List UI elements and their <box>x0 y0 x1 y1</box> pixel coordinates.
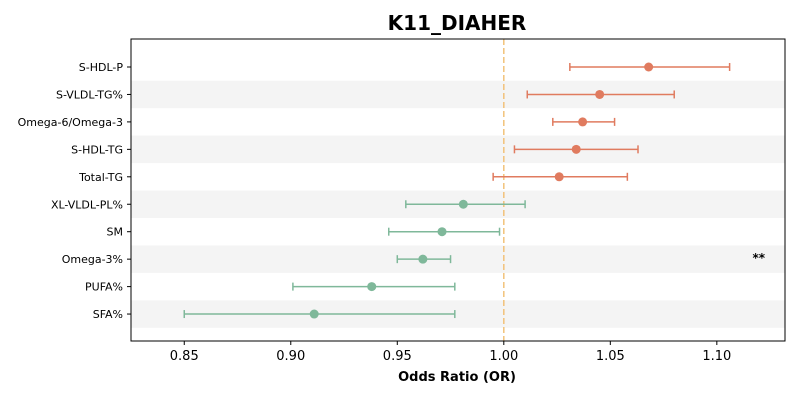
y-tick-label: Omega-3% <box>62 253 123 266</box>
y-tick-label: Omega-6/Omega-3 <box>18 116 123 129</box>
or-point <box>309 309 319 319</box>
y-axis: S-HDL-P S-VLDL-TG% Omega-6/Omega-3 S-HDL-TG… <box>18 61 131 321</box>
y-tick-label: Total-TG <box>78 171 123 184</box>
or-point <box>595 89 605 99</box>
x-tick-label: 1.00 <box>489 349 518 364</box>
significance-annotation: ** <box>752 251 765 265</box>
x-axis: 0.85 0.90 0.95 1.00 1.05 1.10 <box>170 341 731 364</box>
x-tick-label: 1.10 <box>702 349 731 364</box>
or-point <box>437 227 447 237</box>
row-band <box>131 245 785 273</box>
plot-frame <box>130 38 786 342</box>
y-tick-label: SFA% <box>93 308 123 321</box>
x-tick-label: 0.90 <box>276 349 305 364</box>
y-tick-label: S-HDL-P <box>79 61 124 74</box>
marks: ** <box>183 62 766 319</box>
x-tick-label: 1.05 <box>596 349 625 364</box>
y-tick-label: SM <box>107 226 123 239</box>
y-tick-label: XL-VLDL-PL% <box>51 198 123 211</box>
or-point <box>571 144 581 154</box>
x-tick-label: 0.85 <box>170 349 199 364</box>
y-tick-label: PUFA% <box>85 281 123 294</box>
or-point <box>418 254 428 264</box>
or-point <box>578 117 588 127</box>
y-tick-label: S-VLDL-TG% <box>56 88 123 101</box>
x-tick-label: 0.95 <box>383 349 412 364</box>
y-tick-label: S-HDL-TG <box>71 143 123 156</box>
x-axis-label: Odds Ratio (OR) <box>398 370 516 385</box>
or-point <box>367 282 377 292</box>
row-band <box>131 80 785 109</box>
row-band <box>131 135 785 164</box>
chart-title: K11_DIAHER <box>388 11 527 35</box>
or-point <box>644 62 654 72</box>
or-point <box>554 172 564 182</box>
or-point <box>458 199 468 209</box>
